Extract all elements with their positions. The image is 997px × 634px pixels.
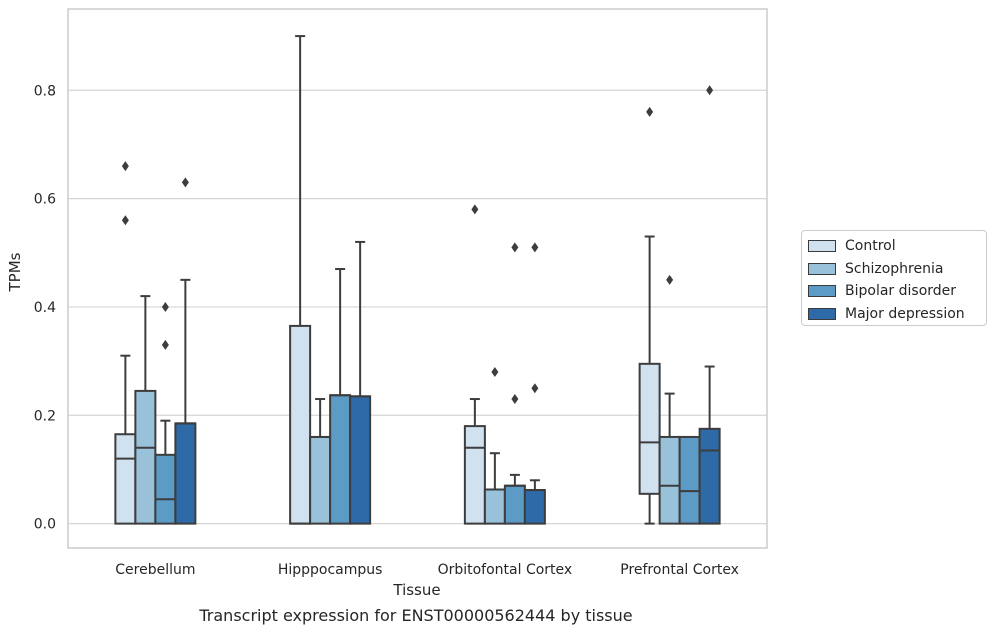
legend-swatch [808,285,836,298]
iqr-box [463,425,486,525]
x-tick-label: Prefrontal Cortex [620,562,739,578]
legend-swatch [808,262,836,275]
y-tick-label: 0.6 [34,192,56,208]
x-tick-label: Orbitofontal Cortex [438,562,573,578]
iqr-box [698,427,721,525]
box-major-depression [523,242,546,525]
outlier-point [511,394,519,405]
box-major-depression [349,240,372,525]
x-axis-label: Tissue [392,581,440,599]
outlier-point [646,106,654,117]
iqr-box [658,435,681,525]
outlier-point [706,85,714,96]
box-major-depression [174,177,197,525]
outlier-point [531,242,539,253]
legend-item: Control [808,235,986,258]
iqr-box [349,395,372,525]
iqr-box [678,435,701,525]
outlier-point [491,366,499,377]
box-control [289,35,312,525]
box-bipolar-disorder [503,242,526,525]
box-control [638,106,661,525]
figure-caption: Transcript expression for ENST0000056244… [199,606,633,625]
legend-item: Bipolar disorder [808,280,986,303]
y-tick-label: 0.8 [34,83,56,99]
y-tick-labels: 0.0 0.2 0.4 0.6 0.8 [34,83,56,532]
box-bipolar-disorder [678,435,701,525]
iqr-box [503,484,526,525]
legend-label: Bipolar disorder [845,283,957,300]
outlier-point [161,301,169,312]
box-major-depression [698,85,721,525]
boxes [114,35,721,525]
box-schizophrenia [483,366,506,525]
y-tick-label: 0.2 [34,408,56,424]
outlier-point [531,383,539,394]
legend-swatch [808,307,836,320]
box-control [463,204,486,525]
outlier-point [181,177,189,188]
iqr-box [523,489,546,525]
outlier-point [666,274,674,285]
box-bipolar-disorder [154,301,177,525]
iqr-box [134,389,157,525]
outlier-point [121,215,129,226]
iqr-box [329,394,352,525]
outlier-point [161,339,169,350]
x-tick-labels: Cerebellum Hipppocampus Orbitofontal Corte… [115,562,739,578]
iqr-box [154,453,177,525]
y-tick-label: 0.0 [34,517,56,533]
iqr-box [483,488,506,525]
x-tick-label: Hipppocampus [278,562,383,578]
y-axis-label: TPMs [6,252,24,292]
outlier-point [511,242,519,253]
legend-label: Major depression [845,305,965,322]
outlier-point [121,161,129,172]
box-control [114,161,137,525]
box-schizophrenia [134,295,157,525]
iqr-box [174,422,197,525]
x-tick-label: Cerebellum [115,562,195,578]
legend-item: Major depression [808,303,986,326]
box-schizophrenia [309,398,332,525]
iqr-box [289,324,312,525]
legend-label: Schizophrenia [845,260,944,277]
iqr-box [309,435,332,525]
iqr-box [114,433,137,525]
legend: Control Schizophrenia Bipolar disorder Majo… [801,230,987,326]
outlier-point [471,204,479,215]
box-schizophrenia [658,274,681,525]
box-bipolar-disorder [329,268,352,525]
iqr-box [638,362,661,495]
legend-item: Schizophrenia [808,258,986,281]
legend-swatch [808,240,836,253]
plot-frame [67,8,768,549]
y-tick-label: 0.4 [34,300,56,316]
legend-label: Control [845,238,896,255]
